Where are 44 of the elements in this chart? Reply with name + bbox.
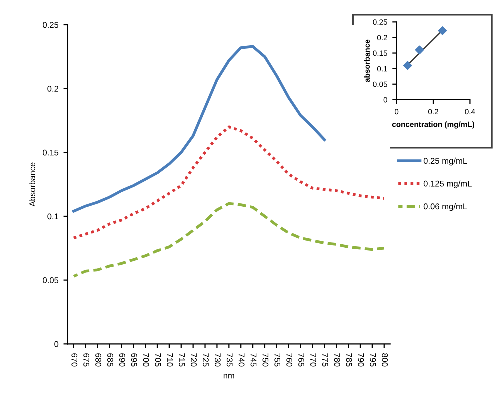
legend-label: 0.125 mg/mL <box>424 180 472 188</box>
point <box>403 61 412 70</box>
x-tick-label: 780 <box>334 354 340 367</box>
point <box>438 26 448 36</box>
x-tick-label: 785 <box>346 354 352 367</box>
x-tick-label: 750 <box>262 354 269 367</box>
line-series <box>72 126 386 240</box>
y-tick-label: 0.1 <box>48 214 59 220</box>
x-tick-label: 735 <box>226 354 233 367</box>
line-series <box>72 45 326 213</box>
x-tick-label: 795 <box>370 354 376 367</box>
x-tick-label: 725 <box>203 354 209 367</box>
x-tick-label: 755 <box>274 354 280 367</box>
x-tick-label: 690 <box>119 354 126 367</box>
x-tick-label: 705 <box>155 354 162 367</box>
x-axis-title: nm <box>224 374 234 379</box>
legend-label: 0.06 mg/mL <box>424 203 468 212</box>
x-tick-label: 800 <box>382 354 388 367</box>
y-tick-label: 0.25 <box>43 22 59 28</box>
y-tick-label: 0 <box>54 341 59 348</box>
x-tick-label: 670 <box>72 354 78 367</box>
y-axis-title: Absorbance <box>29 162 36 207</box>
x-tick-label: 745 <box>250 354 257 367</box>
x-tick-label: 675 <box>84 354 90 367</box>
x-tick-label: 685 <box>108 354 114 367</box>
x-tick-label: 790 <box>358 354 364 367</box>
x-tick-label: 700 <box>143 354 150 367</box>
x-tick-label: 680 <box>96 354 102 367</box>
x-tick-label: 740 <box>238 354 245 367</box>
x-tick-label: 720 <box>191 354 197 367</box>
y-tick-label: 0.15 <box>43 150 59 156</box>
legend-label: 0.25 mg/mL <box>424 158 468 166</box>
line-series <box>72 202 386 278</box>
x-tick-label: 775 <box>322 354 328 367</box>
x-tick-label: 760 <box>286 354 293 367</box>
x-tick-label: 715 <box>179 354 185 367</box>
x-tick-label: 710 <box>167 354 174 367</box>
x-tick-label: 730 <box>214 354 221 367</box>
y-tick-label: 0.2 <box>48 86 59 92</box>
x-tick-label: 765 <box>298 354 304 367</box>
x-tick-label: 695 <box>131 354 138 367</box>
x-tick-label: 770 <box>310 354 316 367</box>
point <box>415 46 424 55</box>
y-tick-label: 0.05 <box>43 278 59 284</box>
